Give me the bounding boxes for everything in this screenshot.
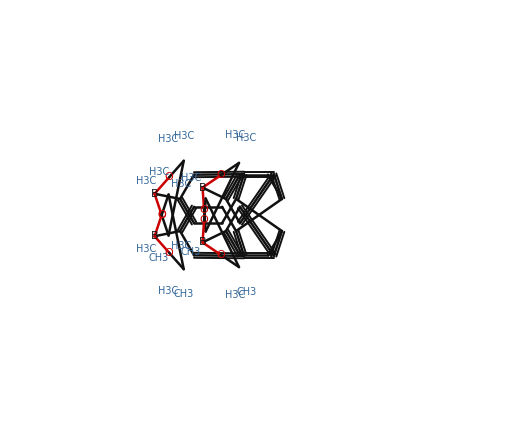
Text: O: O (217, 250, 225, 260)
Text: H3C: H3C (136, 244, 156, 254)
Text: H3C: H3C (174, 132, 194, 141)
Text: H3C: H3C (136, 176, 156, 186)
Text: H3C: H3C (181, 172, 201, 182)
Text: O: O (200, 205, 208, 215)
Text: B: B (199, 183, 206, 193)
Text: H3C: H3C (171, 179, 191, 189)
Text: CH3: CH3 (181, 248, 201, 258)
Text: O: O (157, 209, 166, 220)
Text: B: B (199, 237, 206, 247)
Text: O: O (165, 248, 174, 258)
Text: CH3: CH3 (174, 289, 194, 298)
Text: O: O (157, 210, 166, 221)
Text: H3C: H3C (225, 130, 246, 140)
Text: O: O (165, 172, 174, 182)
Text: O: O (217, 170, 225, 180)
Text: H3C: H3C (158, 134, 178, 144)
Text: H3C: H3C (149, 167, 169, 177)
Text: B: B (151, 231, 159, 241)
Text: H3C: H3C (158, 286, 178, 296)
Text: O: O (200, 215, 208, 225)
Text: H3C: H3C (236, 133, 256, 144)
Text: B: B (151, 189, 159, 199)
Text: CH3: CH3 (236, 286, 256, 297)
Text: H3C: H3C (171, 241, 191, 251)
Text: H3C: H3C (225, 290, 246, 300)
Text: CH3: CH3 (149, 253, 169, 263)
